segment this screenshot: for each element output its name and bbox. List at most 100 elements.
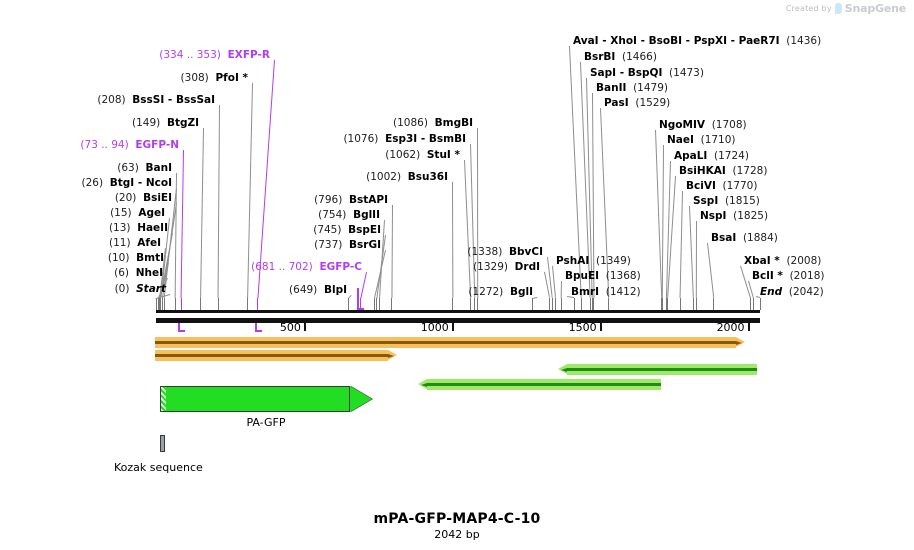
enzyme-name: PfoI * [215, 72, 248, 84]
restriction-site-label[interactable]: (0) Start [115, 284, 166, 295]
restriction-site-label[interactable]: PasI (1529) [604, 98, 670, 109]
label-leader-line [200, 128, 204, 299]
bracket-left-stem [254, 323, 257, 332]
restriction-site-label[interactable]: XbaI * (2008) [744, 256, 821, 267]
restriction-site-label[interactable]: (308) PfoI * [181, 73, 248, 84]
restriction-site-label[interactable]: (6) NheI [114, 268, 163, 279]
restriction-site-label[interactable]: (208) BssSI - BssSaI [97, 95, 215, 106]
restriction-site-tick [474, 298, 476, 310]
restriction-site-label[interactable]: (649) BlpI [289, 285, 347, 296]
restriction-site-label[interactable]: (334 .. 353) EXFP-R [159, 50, 270, 61]
feature-bracket-egfp-c[interactable] [357, 288, 365, 310]
enzyme-name: BtgI [109, 177, 135, 189]
site-position: (1086) [393, 117, 428, 129]
site-position: (1884) [742, 232, 778, 244]
site-position: (73 .. 94) [80, 139, 129, 151]
restriction-site-label[interactable]: BanII (1479) [596, 83, 668, 94]
site-position: (149) [132, 117, 161, 129]
restriction-site-tick [157, 298, 159, 310]
enzyme-name: PspXI [693, 35, 727, 47]
restriction-site-label[interactable]: PshAI (1349) [556, 256, 631, 267]
cds-arrow-pa-gfp[interactable] [160, 386, 372, 412]
restriction-site-label[interactable]: End (2042) [760, 287, 824, 298]
restriction-site-label[interactable]: (63) BanI [117, 163, 172, 174]
enzyme-name: SapI [590, 67, 617, 79]
enzyme-name: NgoMIV [659, 119, 705, 131]
restriction-site-label[interactable]: BpuEI (1368) [565, 271, 641, 282]
restriction-site-label[interactable]: (1272) BglI [468, 287, 533, 298]
restriction-site-label[interactable]: (681 .. 702) EGFP-C [251, 262, 362, 273]
orange-arrow-1[interactable] [155, 337, 745, 348]
restriction-site-label[interactable]: (1086) BmgBI [393, 118, 473, 129]
restriction-site-label[interactable]: (737) BsrGI [314, 240, 381, 251]
enzyme-name: EXFP-R [227, 49, 270, 61]
restriction-site-tick [573, 298, 575, 310]
restriction-site-label[interactable]: BsiHKAI (1728) [679, 166, 767, 177]
enzyme-name: BclI * [752, 270, 783, 282]
restriction-site-label[interactable]: BciVI (1770) [686, 181, 757, 192]
enzyme-name: BsoBI [648, 35, 683, 47]
restriction-site-label[interactable]: NgoMIV (1708) [659, 120, 747, 131]
arrow-core-line [155, 354, 388, 357]
feature-bracket-exfp-r[interactable] [254, 323, 262, 332]
restriction-site-label[interactable]: BsaI (1884) [711, 233, 778, 244]
restriction-site-label[interactable]: BclI * (2018) [752, 271, 825, 282]
enzyme-name: Bsu36I [407, 171, 448, 183]
feature-bracket-egfp-n[interactable] [177, 323, 185, 332]
restriction-site-label[interactable]: (1002) Bsu36I [366, 172, 448, 183]
arrow-head-core-icon [561, 367, 567, 372]
restriction-site-label[interactable]: (26) BtgI - NcoI [81, 178, 172, 189]
restriction-site-label[interactable]: (1338) BbvCI [467, 247, 543, 258]
restriction-site-label[interactable]: AvaI - XhoI - BsoBI - PspXI - PaeR7I (14… [573, 36, 821, 47]
restriction-site-tick [665, 298, 667, 310]
restriction-site-tick [391, 298, 393, 310]
restriction-site-label[interactable]: (754) BglII [318, 210, 380, 221]
restriction-site-label[interactable]: SapI - BspQI (1473) [590, 68, 704, 79]
green-arrow-1[interactable] [558, 364, 757, 375]
site-position: (1368) [605, 270, 641, 282]
label-leader-line [180, 150, 184, 299]
enzyme-name: BglII [353, 209, 380, 221]
kozak-sequence-marker[interactable] [160, 435, 165, 452]
restriction-site-tick [667, 298, 669, 310]
restriction-site-label[interactable]: (10) BmtI [108, 253, 164, 264]
green-arrow-2[interactable] [418, 379, 661, 390]
restriction-site-label[interactable]: (796) BstAPI [314, 195, 388, 206]
site-position: (1002) [366, 171, 402, 183]
restriction-site-tick [161, 298, 163, 310]
site-position: (649) [289, 284, 318, 296]
snapgene-logo-icon [834, 3, 842, 14]
enzyme-name: BsmBI [428, 133, 466, 145]
restriction-site-label[interactable]: NaeI (1710) [667, 135, 736, 146]
enzyme-name: PasI [604, 97, 629, 109]
restriction-site-label[interactable]: (13) HaeII [109, 223, 168, 234]
restriction-site-label[interactable]: (11) AfeI [109, 238, 161, 249]
restriction-site-tick [156, 298, 157, 310]
restriction-site-label[interactable]: (73 .. 94) EGFP-N [80, 140, 179, 151]
restriction-site-tick [661, 298, 663, 310]
restriction-site-label[interactable]: SspI (1815) [693, 196, 760, 207]
restriction-site-label[interactable]: (1329) DrdI [473, 262, 540, 273]
enzyme-name: EGFP-N [135, 139, 179, 151]
restriction-site-label[interactable]: (745) BspEI [313, 225, 381, 236]
restriction-site-label[interactable]: BsrBI (1466) [584, 52, 657, 63]
restriction-site-label[interactable]: (1062) StuI * [385, 150, 460, 161]
restriction-site-label[interactable]: (149) BtgZI [132, 118, 199, 129]
enzyme-name: NaeI [667, 134, 694, 146]
site-position: (63) [117, 162, 139, 174]
restriction-site-label[interactable]: (20) BsiEI [115, 193, 172, 204]
restriction-site-label[interactable]: ApaLI (1724) [674, 151, 749, 162]
enzyme-name: BanII [596, 82, 627, 94]
ruler-tick [599, 323, 602, 331]
arrow-head-core-icon [421, 382, 427, 387]
orange-arrow-2[interactable] [155, 350, 397, 361]
restriction-site-label[interactable]: BmrI (1412) [571, 287, 641, 298]
ruler-tick [303, 323, 306, 331]
restriction-site-label[interactable]: NspI (1825) [700, 211, 768, 222]
bracket-base [177, 330, 185, 332]
cds-arrow-start-hatch [160, 386, 166, 412]
restriction-site-label[interactable]: (1076) Esp3I - BsmBI [343, 134, 466, 145]
restriction-site-label[interactable]: (15) AgeI [110, 208, 165, 219]
restriction-site-tick [347, 298, 349, 310]
site-position: (1436) [786, 35, 822, 47]
